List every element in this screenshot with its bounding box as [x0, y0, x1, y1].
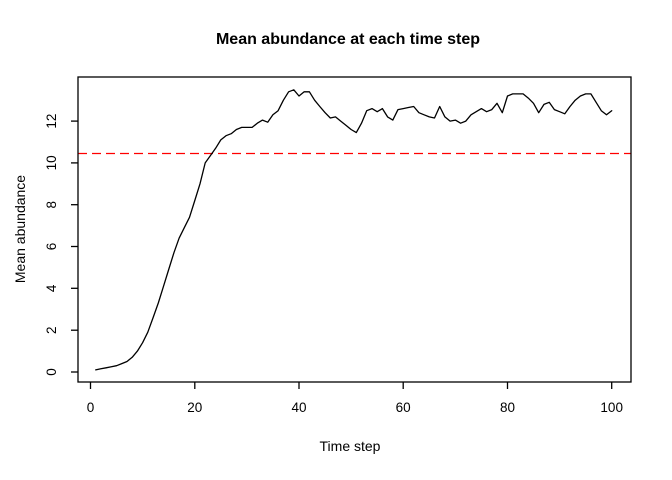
- y-tick-label: 8: [44, 201, 59, 209]
- x-tick-label: 80: [500, 400, 515, 415]
- y-tick-label: 4: [44, 284, 59, 292]
- x-tick-label: 100: [600, 400, 623, 415]
- y-tick-label: 0: [44, 368, 59, 376]
- y-tick-label: 6: [44, 243, 59, 251]
- y-axis-title: Mean abundance: [12, 174, 28, 284]
- y-tick-label: 12: [44, 114, 59, 129]
- x-axis-title: Time step: [319, 438, 381, 454]
- y-tick-label: 2: [44, 326, 59, 334]
- x-tick-label: 40: [291, 400, 306, 415]
- y-tick-label: 10: [44, 155, 59, 170]
- x-tick-label: 20: [187, 400, 202, 415]
- x-tick-label: 0: [87, 400, 95, 415]
- plot-box: [77, 76, 632, 383]
- x-tick-label: 60: [396, 400, 411, 415]
- series-line: [95, 89, 613, 371]
- chart-title: Mean abundance at each time step: [215, 31, 481, 48]
